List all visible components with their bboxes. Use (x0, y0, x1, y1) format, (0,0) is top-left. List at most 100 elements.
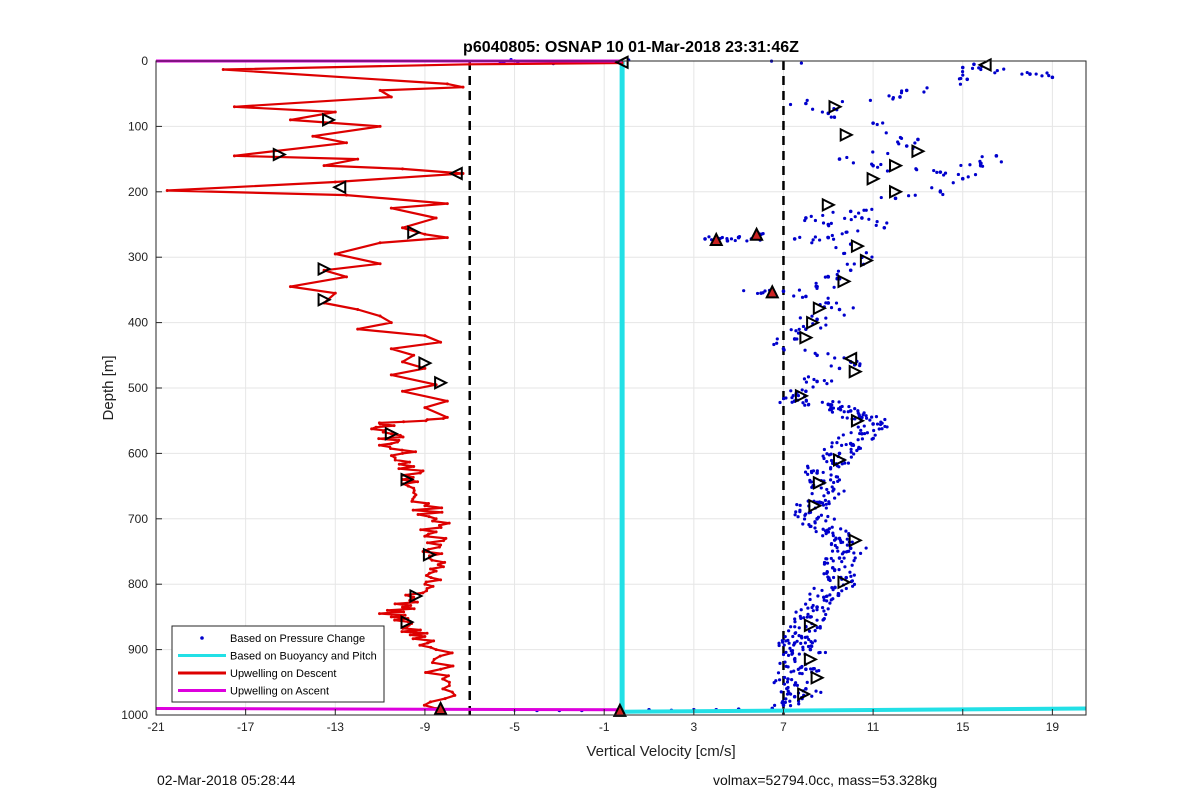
pressure-change-point (803, 513, 807, 517)
descent-point (414, 493, 418, 497)
pressure-change-point (850, 563, 854, 567)
pressure-change-point (736, 235, 741, 239)
pressure-change-point (831, 489, 835, 493)
triangle-marker (799, 330, 814, 345)
descent-point (288, 118, 292, 122)
pressure-change-point (807, 637, 811, 642)
descent-point (370, 427, 374, 431)
pressure-change-point (853, 556, 857, 560)
pressure-change-point (829, 221, 833, 225)
pressure-change-point (831, 534, 835, 538)
pressure-change-point (804, 687, 808, 691)
descent-point (288, 285, 292, 289)
triangle-marker (810, 670, 825, 685)
descent-point (439, 578, 443, 582)
pressure-change-point (874, 415, 879, 419)
descent-point (439, 526, 443, 530)
descent-point (425, 631, 429, 635)
descent-point (440, 510, 444, 514)
footer-volmax-mass: volmax=52794.0cc, mass=53.328kg (713, 772, 938, 788)
pressure-change-point (825, 452, 829, 456)
pressure-change-point (900, 89, 904, 93)
x-tick-label: -13 (327, 720, 345, 734)
triangle-marker (889, 184, 904, 199)
descent-point (410, 499, 414, 503)
pressure-change-point (829, 478, 833, 482)
descent-point (431, 519, 435, 523)
pressure-change-point (829, 306, 834, 310)
descent-point (389, 615, 393, 619)
descent-point (397, 467, 401, 471)
pressure-change-point (800, 671, 804, 676)
pressure-change-point (970, 66, 975, 71)
pressure-change-point (829, 556, 833, 561)
descent-point (427, 571, 431, 575)
pressure-change-point (810, 641, 815, 645)
pressure-change-point (980, 164, 985, 168)
pressure-change-point (864, 414, 868, 418)
pressure-change-point (817, 238, 822, 242)
descent-point (411, 637, 415, 641)
pressure-change-point (814, 284, 818, 288)
pressure-change-point (845, 537, 849, 541)
pressure-change-point (813, 629, 817, 633)
pressure-change-point (831, 597, 835, 601)
pressure-change-point (787, 641, 791, 645)
pressure-change-point (828, 467, 833, 471)
pressure-change-point (860, 216, 864, 220)
pressure-change-point (879, 162, 883, 167)
pressure-change-point (776, 671, 781, 675)
descent-point (311, 134, 315, 138)
descent-point (426, 641, 430, 645)
descent-point (432, 657, 436, 661)
x-tick-label: -17 (237, 720, 255, 734)
descent-point (423, 635, 427, 639)
pressure-change-point (837, 556, 842, 560)
pressure-change-point (796, 331, 801, 335)
pressure-change-point (837, 492, 841, 496)
pressure-change-point (958, 82, 963, 86)
pressure-change-point (856, 409, 860, 413)
descent-point (344, 141, 348, 145)
pressure-change-point (999, 160, 1003, 164)
pressure-change-point (837, 366, 842, 371)
pressure-change-point (837, 451, 842, 456)
triangle-marker (828, 99, 843, 114)
pressure-change-point (782, 397, 786, 401)
pressure-change-point (798, 316, 802, 320)
legend-swatch (200, 636, 204, 640)
pressure-change-point (797, 288, 802, 292)
triangle-marker (765, 284, 780, 299)
pressure-change-point (777, 678, 782, 682)
pressure-change-point (851, 443, 856, 447)
descent-point (165, 188, 169, 192)
descent-point (450, 651, 454, 655)
pressure-change-point (792, 643, 796, 647)
pressure-change-point (830, 549, 835, 553)
pressure-change-point (809, 214, 813, 218)
pressure-change-point (806, 472, 810, 476)
triangle-marker (322, 112, 337, 127)
descent-point (427, 502, 431, 506)
pressure-change-point (833, 585, 837, 590)
pressure-change-point (842, 489, 846, 493)
pressure-change-point (828, 578, 832, 583)
pressure-change-point (829, 406, 833, 410)
pressure-change-point (819, 326, 823, 330)
pressure-change-point (839, 540, 843, 545)
pressure-change-point (858, 551, 863, 556)
pressure-change-point (849, 574, 853, 578)
pressure-change-point (842, 410, 846, 414)
triangle-marker (407, 225, 422, 240)
descent-point (389, 446, 393, 450)
pressure-change-point (820, 588, 824, 593)
pressure-change-point (849, 455, 853, 459)
descent-point (423, 582, 427, 586)
pressure-change-point (816, 515, 821, 519)
pressure-change-point (913, 141, 917, 145)
pressure-change-point (811, 609, 815, 613)
pressure-change-point (810, 694, 814, 698)
pressure-change-point (773, 703, 777, 707)
pressure-change-point (836, 269, 841, 273)
pressure-change-point (846, 461, 851, 465)
